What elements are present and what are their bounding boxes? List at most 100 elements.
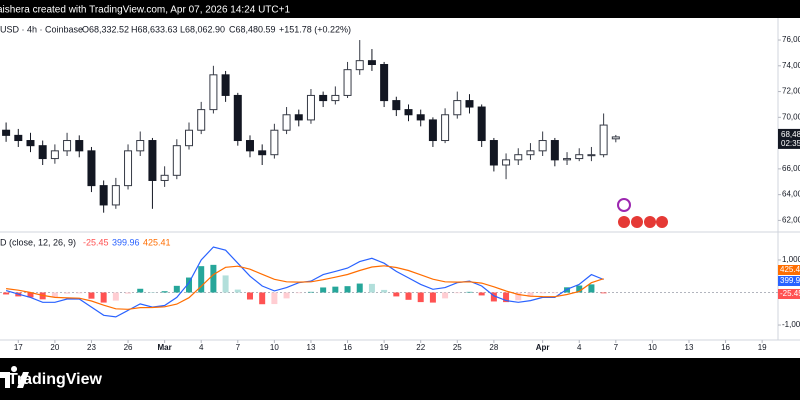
histogram-bar: [344, 286, 351, 293]
ohlc-legend: L68,062.90: [180, 24, 225, 34]
histogram-bar: [405, 292, 412, 300]
x-tick-label: 23: [87, 343, 96, 352]
histogram-bar: [137, 288, 144, 293]
candle-body: [441, 114, 450, 142]
x-tick-label: 10: [648, 343, 657, 352]
histogram-bar: [198, 266, 205, 293]
x-tick-label: 13: [307, 343, 316, 352]
macd-legend-value: 425.41: [143, 237, 171, 247]
histogram-bar: [332, 286, 339, 293]
histogram-bar: [429, 292, 436, 303]
x-tick-label: 20: [50, 343, 59, 352]
candle-body: [477, 106, 486, 142]
candle-body: [355, 60, 364, 71]
x-tick-label: Apr: [536, 343, 550, 352]
brand-name: TradingView: [8, 371, 103, 388]
histogram-bar: [600, 292, 607, 294]
macd-value-label: -25.45: [780, 289, 800, 298]
candle-body: [306, 94, 315, 121]
y-tick-label: 70,000: [782, 112, 800, 121]
candle-body: [575, 154, 584, 160]
histogram-bar: [76, 292, 83, 294]
histogram-bar: [51, 292, 58, 298]
histogram-bar: [515, 292, 522, 301]
candle-body: [258, 150, 267, 156]
candle-body: [14, 134, 23, 142]
histogram-bar: [3, 292, 10, 295]
candle-body: [63, 140, 72, 152]
brand-logo: [0, 366, 29, 388]
y-tick-label: 64,000: [782, 190, 800, 199]
y-tick-label: 62,000: [782, 216, 800, 225]
histogram-bar: [442, 292, 449, 299]
symbol: USD · 4h · Coinbase: [0, 24, 83, 34]
candle-body: [270, 129, 279, 156]
histogram-bar: [295, 292, 302, 294]
x-tick-label: 25: [453, 343, 462, 352]
histogram-bar: [259, 292, 266, 305]
candle-body: [148, 140, 157, 181]
histogram-bar: [454, 292, 461, 294]
histogram-bar: [283, 292, 290, 299]
last-price-box: [778, 128, 800, 149]
histogram-bar: [149, 292, 156, 293]
histogram-bar: [27, 292, 34, 298]
candle-body: [514, 154, 523, 161]
ohlc-legend: C68,480.59: [229, 24, 276, 34]
x-tick-label: 22: [416, 343, 425, 352]
histogram-bar: [490, 292, 497, 302]
candle-body: [599, 124, 608, 156]
macd-title: D (close, 12, 26, 9): [0, 237, 76, 247]
candle-body: [392, 100, 401, 111]
candle-body: [428, 119, 437, 142]
x-tick-label: 19: [380, 343, 389, 352]
candle-body: [465, 100, 474, 108]
candle-body: [331, 94, 340, 102]
macd-legend-value: -25.45: [83, 237, 109, 247]
histogram-bar: [478, 292, 485, 296]
y-tick-label: 76,000: [782, 35, 800, 44]
histogram-bar: [588, 284, 595, 293]
candle-body: [380, 64, 389, 102]
histogram-bar: [417, 292, 424, 303]
countdown: 02:35: [781, 139, 800, 148]
candle-body: [185, 129, 194, 147]
histogram-bar: [222, 275, 229, 293]
candle-body: [502, 159, 511, 166]
candle-body: [453, 100, 462, 116]
histogram-bar: [161, 291, 168, 293]
histogram-bar: [527, 292, 534, 297]
x-tick-label: 4: [577, 343, 582, 352]
histogram-bar: [210, 264, 217, 293]
histogram-bar: [576, 285, 583, 293]
histogram-bar: [539, 292, 546, 294]
y-tick-label: 72,000: [782, 87, 800, 96]
x-tick-label: 19: [758, 343, 767, 352]
top-bar: [0, 0, 800, 18]
candle-body: [160, 174, 169, 181]
macd-legend-value: 399.96: [112, 237, 140, 247]
histogram-bar: [320, 287, 327, 293]
candle-body: [587, 154, 596, 157]
candle-body: [282, 114, 291, 131]
candle-body: [26, 140, 35, 147]
candle-body: [38, 145, 47, 160]
macd-y-tick-label: -1,000: [782, 320, 800, 329]
histogram-bar: [112, 292, 119, 301]
candle-body: [87, 150, 96, 187]
candle-body: [526, 150, 535, 156]
histogram-bar: [173, 285, 180, 293]
histogram-bar: [307, 291, 314, 293]
x-tick-label: 7: [614, 343, 619, 352]
candle-body: [319, 94, 328, 102]
candle-body: [611, 136, 620, 140]
candle-body: [221, 74, 230, 96]
candle-body: [2, 129, 11, 136]
x-tick-label: 4: [199, 343, 204, 352]
x-tick-label: 28: [489, 343, 498, 352]
macd-value-box: [778, 289, 800, 299]
candle-body: [75, 140, 84, 152]
macd-value-box: [778, 276, 800, 286]
macd-value-label: 399.96: [780, 276, 800, 285]
x-tick-label: Mar: [158, 343, 172, 352]
